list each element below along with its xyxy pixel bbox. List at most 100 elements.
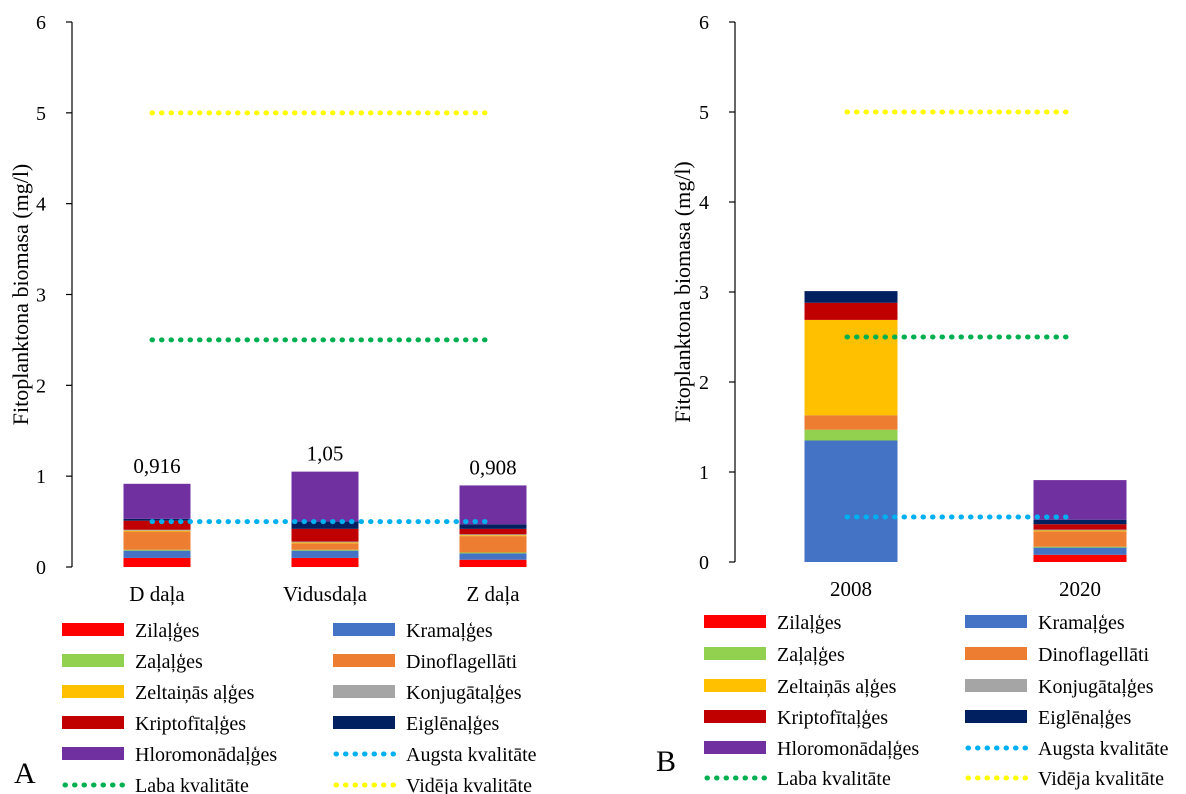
bar-segment-Zaļaļģes [804, 429, 898, 441]
y-tick-label: 0 [36, 557, 46, 579]
legend-swatch [333, 654, 395, 667]
bar-segment-Dinoflagellāti [459, 536, 527, 553]
bar-segment-Hloromonādaļģes [459, 485, 527, 525]
bar-segment-Kriptofītaļģes [123, 520, 191, 530]
bar-segment-Kriptofītaļģes [1033, 524, 1127, 530]
legend-label: Hloromonādaļģes [777, 738, 919, 760]
legend-label: Hloromonādaļģes [135, 744, 277, 766]
bar-segment-Zilaļģes [291, 557, 359, 567]
x-category-label: 2008 [830, 577, 872, 601]
y-tick-label: 6 [699, 12, 709, 34]
x-category-label: 2020 [1059, 577, 1101, 601]
bar-segment-Zaļaļģes [123, 549, 191, 551]
chart-panel-b: 0 1 2 3 4 5 6 Fitoplanktona biomasa (mg/l) 2008 2… [656, 12, 1169, 790]
legend-swatch [333, 685, 395, 698]
bar-segment-Eiglēnaļģes [804, 291, 898, 303]
bar-segment-Zilaļģes [1033, 554, 1127, 562]
y-tick-label: 2 [36, 375, 46, 397]
legend-swatch [62, 623, 124, 636]
legend-swatch [704, 710, 766, 723]
legend-swatch [704, 741, 766, 754]
y-axis-title: Fitoplanktona biomasa (mg/l) [8, 164, 33, 426]
bar-segment-Konjugātaļģes [1033, 529, 1127, 531]
legend-label: Kriptofītaļģes [777, 707, 888, 729]
y-tick-label: 4 [36, 194, 46, 216]
legend-swatch [965, 615, 1027, 628]
bar-segment-Kramaļģes [804, 440, 898, 562]
bar-segment-Eiglēnaļģes [291, 521, 359, 529]
bar-segment-Zaļaļģes [1033, 546, 1127, 548]
bar-segment-Hloromonādaļģes [1033, 480, 1127, 520]
chart-panel-a: 0 1 2 3 4 5 6 Fitoplanktona biomasa (mg/l) D daļ… [8, 12, 537, 794]
bar-segment-Konjugātaļģes [459, 534, 527, 536]
panel-label: B [656, 745, 676, 778]
legend-label: Augsta kvalitāte [406, 744, 537, 766]
legend-label: Konjugātaļģes [1038, 676, 1154, 698]
y-tick-label: 3 [36, 285, 46, 307]
legend-label: Kramaļģes [406, 620, 493, 642]
y-tick-label: 5 [699, 102, 709, 124]
bar-segment-Kramaļģes [123, 550, 191, 558]
legend-label: Zaļaļģes [135, 651, 203, 673]
bar-segment-Kramaļģes [291, 550, 359, 558]
x-category-label: D daļa [129, 582, 185, 606]
bar-segment-Kriptofītaļģes [459, 528, 527, 535]
legend-label: Laba kvalitāte [135, 775, 249, 794]
bar-segment-Zeltaiņās aļģes [291, 542, 359, 544]
y-tick-label: 5 [36, 103, 46, 125]
legend-label: Kriptofītaļģes [135, 713, 246, 735]
bar-segment-Hloromonādaļģes [123, 483, 191, 519]
bar-segment-Konjugātaļģes [291, 541, 359, 543]
legend-label: Zaļaļģes [777, 644, 845, 666]
x-category-label: Z daļa [466, 582, 520, 606]
bar-segment-Zilaļģes [123, 557, 191, 567]
y-tick-label: 3 [699, 282, 709, 304]
y-tick-label: 6 [36, 12, 46, 34]
legend-swatch [62, 716, 124, 729]
legend-swatch [62, 654, 124, 667]
y-tick-label: 4 [699, 192, 709, 214]
legend-swatch [704, 679, 766, 692]
legend-label: Laba kvalitāte [777, 768, 891, 790]
bar-segment-Dinoflagellāti [804, 415, 898, 430]
y-tick-label: 1 [36, 466, 46, 488]
bar-segment-Zilaļģes [459, 559, 527, 567]
bar-segment-Kramaļģes [1033, 547, 1127, 555]
bar-segment-Eiglēnaļģes [1033, 519, 1127, 525]
bar-segment-Hloromonādaļģes [291, 471, 359, 522]
legend-swatch [965, 647, 1027, 660]
legend-swatch [62, 747, 124, 760]
bar-total-label: 0,916 [133, 454, 180, 478]
bar-segment-Eiglēnaļģes [459, 524, 527, 529]
bar-total-label: 1,05 [307, 442, 344, 466]
y-tick-label: 1 [699, 462, 709, 484]
bar-segment-Zaļaļģes [459, 552, 527, 554]
legend-label: Eiglēnaļģes [1038, 707, 1132, 729]
bar-total-label: 0,908 [469, 455, 516, 479]
bar-segment-Zeltaiņās aļģes [123, 530, 191, 532]
legend-label: Dinoflagellāti [406, 651, 518, 673]
legend-swatch [333, 623, 395, 636]
legend: Zilaļģes Kramaļģes Zaļaļģes Dinoflagellāti Z… [62, 620, 537, 794]
legend-swatch [333, 716, 395, 729]
legend-swatch [965, 710, 1027, 723]
legend-swatch [704, 647, 766, 660]
x-category-label: Vidusdaļa [283, 582, 368, 606]
legend-swatch [704, 615, 766, 628]
legend-label: Zeltaiņās aļģes [777, 676, 897, 698]
legend-label: Zilaļģes [135, 620, 200, 642]
bar-segment-Dinoflagellāti [291, 543, 359, 550]
bar-segment-Konjugātaļģes [123, 529, 191, 531]
legend-label: Zeltaiņās aļģes [135, 682, 255, 704]
legend-label: Dinoflagellāti [1038, 644, 1150, 666]
bar-segment-Zeltaiņās aļģes [1033, 530, 1127, 532]
legend-label: Vidēja kvalitāte [406, 775, 532, 794]
bar-segment-Zaļaļģes [291, 549, 359, 551]
y-tick-label: 0 [699, 552, 709, 574]
bar-segment-Kramaļģes [459, 553, 527, 560]
legend-swatch [62, 685, 124, 698]
bar-segment-Zeltaiņās aļģes [804, 319, 898, 416]
bar-segment-Zeltaiņās aļģes [459, 535, 527, 537]
legend-label: Zilaļģes [777, 612, 842, 634]
